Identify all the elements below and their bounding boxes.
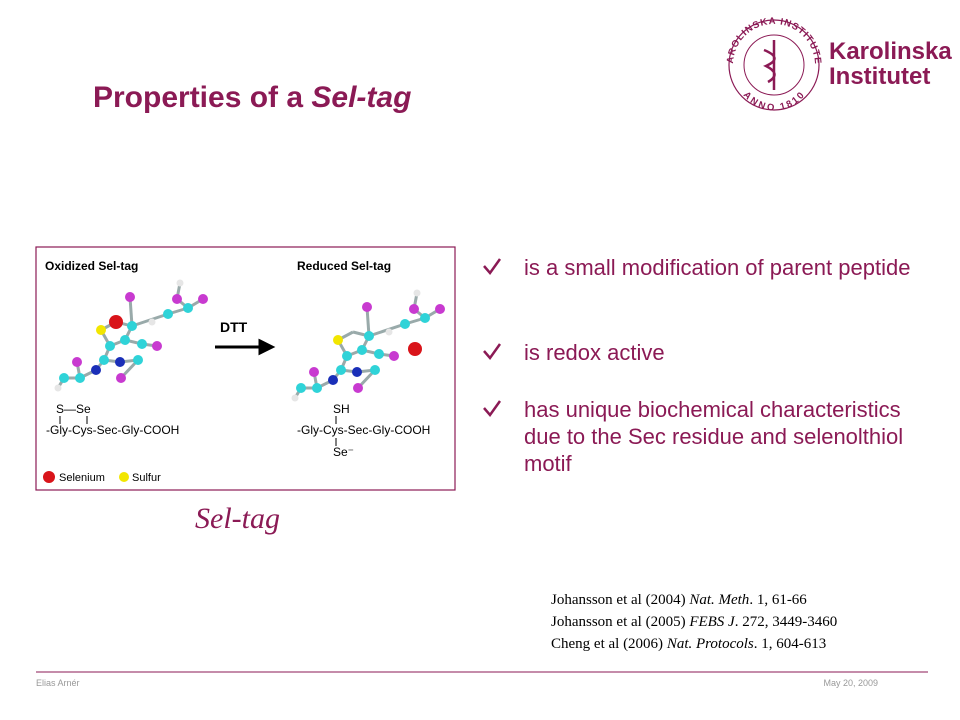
arrow-label: DTT [220,319,248,335]
legend-swatch [43,471,55,483]
atom [352,367,362,377]
atom [370,365,380,375]
atom [137,339,147,349]
atom [400,319,410,329]
atom [99,355,109,365]
figure-frame [35,246,456,491]
footer-date: May 20, 2009 [823,678,878,688]
formula: Se⁻ [333,445,354,459]
ref-authors: Johansson et al (2005) [551,614,686,630]
atom [176,279,184,287]
atom [413,289,421,297]
ref-details: . 272, 3449-3460 [735,614,838,630]
ref-journal: Nat. Protocols [666,636,754,652]
atom [72,357,82,367]
checkmark [483,258,502,276]
logo-ring-text: KAROLINSKA INSTITUTET [0,0,823,65]
figure-caption: Sel-tag [195,502,280,535]
atom [163,309,173,319]
atom [420,313,430,323]
footer-author: Elias Arnér [36,678,80,688]
atom [125,292,135,302]
atom [152,341,162,351]
atom [374,349,384,359]
figure-label: Reduced Sel-tag [297,259,391,273]
atom [362,302,372,312]
atom [408,342,422,356]
atom [328,375,338,385]
title-text: Properties of a [93,81,311,114]
atom [115,357,125,367]
atom [409,304,419,314]
logo-name: Institutet [829,63,930,90]
atom [389,351,399,361]
references: Johansson et al (2004) Nat. Meth. 1, 61-… [551,592,837,652]
atom [198,294,208,304]
bullet: is a small modification of parent peptid… [524,255,911,280]
ref-details: . 1, 604-613 [754,636,827,652]
reference: Johansson et al (2004) Nat. Meth. 1, 61-… [551,592,807,608]
ref-journal: FEBS J [688,614,736,630]
atom [54,384,62,392]
formula: S—Se [56,402,91,416]
bullet: is redox active [524,340,665,365]
atom [172,294,182,304]
formula: -Gly-Cys-Sec-Gly-COOH [297,423,430,437]
checkmark [483,343,502,361]
figure: Oxidized Sel-tag Reduced Sel-tag DTT S—S… [35,246,456,491]
atom [96,325,106,335]
atom [364,331,374,341]
atom [435,304,445,314]
logo-ring [743,34,805,96]
ref-authors: Cheng et al (2006) [551,636,663,652]
logo-ring-text: KAROLINSKA INSTITUTET [0,0,822,65]
ref-details: . 1, 61-66 [749,592,807,608]
ref-authors: Johansson et al (2004) [551,592,686,608]
logo-ring-text: ANNO 1810 [741,90,807,114]
atom [357,345,367,355]
atom [385,328,393,336]
slide-title: Properties of a Sel-tag [93,81,411,114]
logo-name: Karolinska [829,38,952,65]
legend-label: Selenium [59,472,105,484]
atom [59,373,69,383]
title-emphasis: Sel-tag [311,81,411,114]
atom [120,335,130,345]
formula: -Gly-Cys-Sec-Gly-COOH [46,423,179,437]
atom [336,365,346,375]
checkmarks [483,258,502,418]
atom [91,365,101,375]
ref-journal: Nat. Meth [688,592,749,608]
bullet: has unique biochemical characteristics d… [524,397,904,476]
bond [59,416,88,424]
atom [75,373,85,383]
reference: Cheng et al (2006) Nat. Protocols. 1, 60… [551,636,826,652]
atom [127,321,137,331]
atom [333,335,343,345]
legend-swatch [119,472,129,482]
atom [133,355,143,365]
figure-label: Oxidized Sel-tag [45,259,138,273]
atom [353,383,363,393]
logo-ring-text: ANNO 1810 [741,90,806,114]
arrow [215,338,276,356]
atom [291,394,299,402]
atom [105,341,115,351]
atom [116,373,126,383]
atom [183,303,193,313]
logo-ring [728,19,820,111]
checkmark [483,400,502,418]
atom [312,383,322,393]
atom [342,351,352,361]
legend-label: Sulfur [132,472,161,484]
formula: SH [333,402,350,416]
atom [296,383,306,393]
atom [148,318,156,326]
logo-emblem [763,40,776,90]
reference: Johansson et al (2005) FEBS J. 272, 3449… [551,614,837,630]
atom [109,315,123,329]
atom [309,367,319,377]
